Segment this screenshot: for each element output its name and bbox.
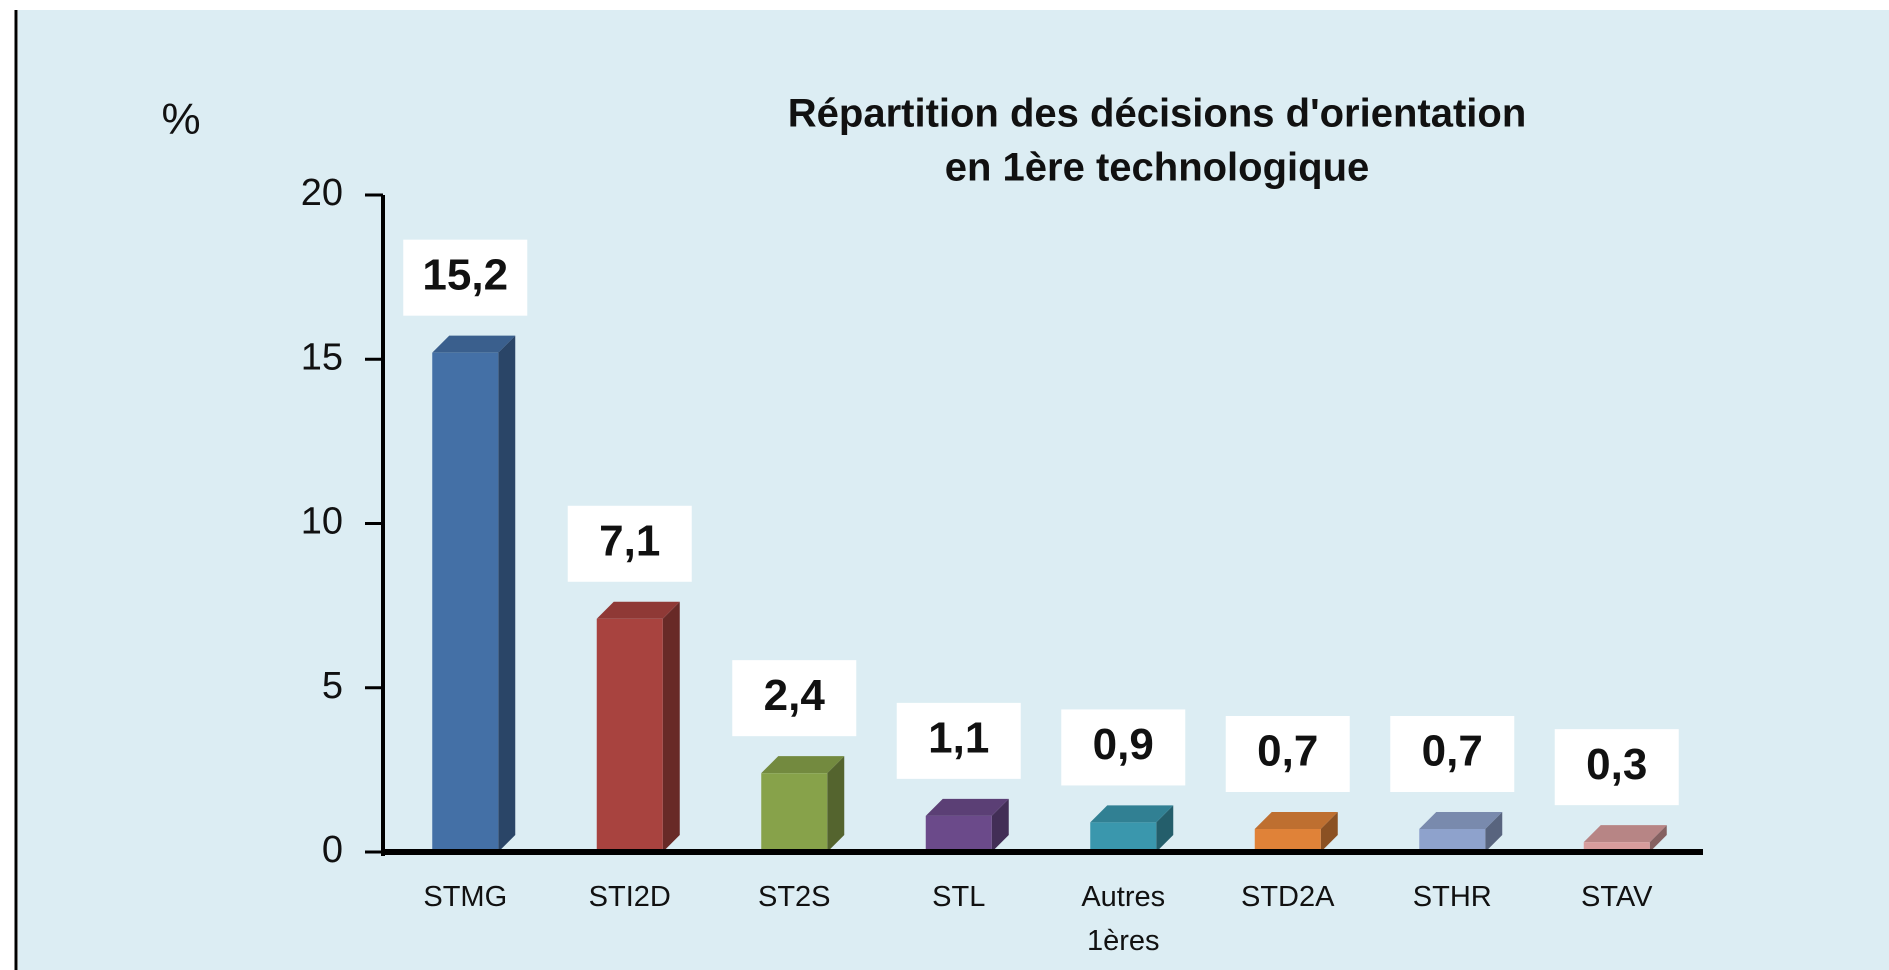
x-tick-label: STHR	[1413, 881, 1492, 913]
bar-front	[1583, 842, 1650, 852]
bar-side	[1485, 812, 1503, 852]
bar-top	[1254, 812, 1338, 830]
value-label: 15,2	[422, 250, 508, 299]
bar	[1254, 812, 1338, 852]
bar-side	[1156, 805, 1174, 852]
value-label: 1,1	[928, 713, 989, 762]
bar-top	[1090, 805, 1174, 823]
bar	[761, 756, 845, 852]
value-label: 2,4	[764, 671, 826, 720]
bar	[596, 601, 680, 852]
y-axis-label: %	[161, 95, 200, 144]
value-label-box	[896, 702, 1021, 779]
value-label-box	[1061, 709, 1186, 786]
bar-side	[1320, 812, 1338, 852]
y-tick-label: 15	[301, 336, 343, 378]
value-label: 7,1	[599, 516, 660, 565]
bar-side	[1649, 825, 1667, 852]
chart-title: Répartition des décisions d'orientation	[788, 92, 1527, 136]
bar-front	[761, 773, 828, 852]
y-tick-label: 5	[322, 665, 343, 707]
bar	[1583, 825, 1667, 852]
x-tick-label: STD2A	[1241, 881, 1335, 913]
bar-front	[596, 618, 663, 852]
bar-side	[827, 756, 845, 852]
y-tick-label: 20	[301, 172, 343, 214]
bar-side	[498, 335, 516, 852]
x-tick-label: STMG	[423, 881, 507, 913]
bar-side	[991, 798, 1009, 852]
bar-front	[1419, 829, 1486, 852]
bar	[1419, 812, 1503, 852]
bar	[925, 798, 1009, 852]
chart-title: en 1ère technologique	[945, 146, 1370, 190]
bar-front	[1090, 822, 1157, 852]
bar-top	[1419, 812, 1503, 830]
value-label-box	[1390, 716, 1515, 793]
bar-top	[925, 798, 1009, 816]
bar-top	[761, 756, 845, 774]
bar	[432, 335, 516, 852]
y-tick-label: 10	[301, 501, 343, 543]
bar-top	[432, 335, 516, 353]
value-label-box	[732, 660, 857, 737]
value-label-box	[567, 505, 692, 582]
bar-front	[925, 815, 992, 852]
x-tick-label: STAV	[1581, 881, 1653, 913]
bar-top	[596, 601, 680, 619]
y-tick-label: 0	[322, 829, 343, 871]
bar-front	[432, 352, 499, 852]
x-tick-label: Autres 1ères	[1081, 881, 1165, 957]
value-label-box	[1554, 729, 1679, 806]
bar	[1090, 805, 1174, 852]
value-label-box	[403, 239, 528, 316]
value-label: 0,7	[1257, 727, 1318, 776]
value-label: 0,9	[1093, 720, 1154, 769]
bar-front	[1254, 829, 1321, 852]
x-tick-label: ST2S	[758, 881, 831, 913]
value-label-box	[1225, 716, 1350, 793]
bar-top	[1583, 825, 1667, 843]
x-tick-label: STI2D	[589, 881, 671, 913]
value-label: 0,7	[1422, 727, 1483, 776]
bar-side	[662, 601, 680, 852]
value-label: 0,3	[1586, 740, 1647, 789]
x-tick-label: STL	[932, 881, 985, 913]
